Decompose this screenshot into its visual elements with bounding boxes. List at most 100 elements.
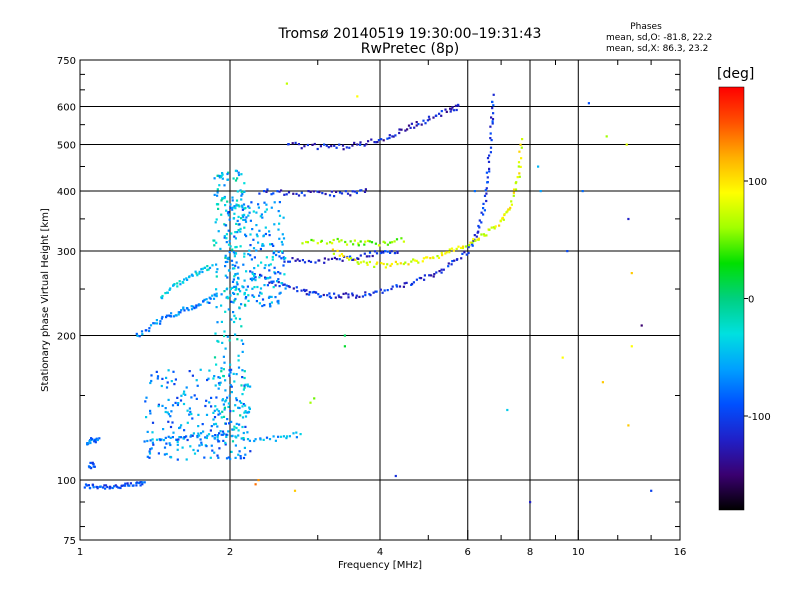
cluster-point [242,215,245,218]
cluster-point [223,235,226,238]
trace-point [146,439,149,443]
cluster-point [221,177,224,180]
cluster-point [220,174,223,177]
trace-point [335,146,338,149]
trace-point [309,260,313,263]
scatter-point [343,345,346,348]
cluster-point [277,271,280,274]
cluster-point [217,413,220,416]
cluster-point [148,452,152,455]
trace-point [342,148,345,151]
cluster-point [223,406,226,409]
cluster-point [240,204,244,207]
cluster-point [240,198,243,201]
trace-point [242,438,245,441]
cluster-point [227,308,230,311]
cluster-point [217,456,220,459]
cluster-point [228,251,231,254]
trace-point [135,484,138,487]
trace-point [512,194,515,197]
trace-point [165,316,168,319]
trace-point [287,143,290,146]
trace-point [502,218,505,221]
cluster-point [228,240,231,243]
trace-point [305,293,308,296]
cluster-point [188,370,191,373]
cluster-point [249,254,252,257]
cluster-point [174,401,177,404]
cluster-point [222,433,225,436]
scatter-point [529,501,532,504]
cluster-point [233,292,236,295]
trace-point [491,122,494,125]
cluster-point [240,339,243,342]
trace-point [262,438,265,441]
trace-point [189,435,192,438]
trace-point [418,276,421,280]
cluster-point [148,450,151,453]
cluster-point [206,378,209,382]
trace-point [357,242,360,245]
x-tick-label: 1 [77,547,83,558]
trace-point [359,141,362,144]
cluster-point [183,436,186,439]
cluster-point [280,240,283,244]
trace-point [303,145,306,148]
cluster-point [224,265,227,268]
y-tick-label: 600 [57,103,76,114]
cluster-point [237,215,240,218]
trace-point [493,227,496,230]
trace-point [140,330,144,333]
cluster-point [224,443,227,446]
trace-point [342,254,345,258]
cluster-point [223,334,226,338]
trace-point [318,295,321,298]
cluster-point [262,234,265,237]
cluster-point [237,354,240,357]
trace-point [486,157,490,160]
trace-point [265,190,268,193]
trace-point [170,315,173,318]
trace-point [176,282,179,285]
trace-point [161,297,164,300]
cluster-point [208,401,211,404]
trace-point [477,237,480,240]
trace-point [333,195,336,198]
trace-point [311,143,314,146]
cluster-point [244,297,247,300]
cluster-point [167,413,170,416]
cluster-point [186,409,189,412]
trace-point [185,435,188,438]
cluster-point [277,302,280,305]
trace-point [296,258,299,261]
cluster-point [224,254,227,257]
cluster-point [267,276,270,280]
trace-point [351,292,354,295]
trace-point [346,192,350,195]
trace-point [347,296,350,299]
cluster-point [213,375,216,378]
cluster-point [274,272,277,275]
trace-point [355,294,358,297]
trace-point [478,226,481,229]
cluster-point [192,448,195,452]
trace-point [183,278,186,281]
cluster-point [230,300,233,303]
cluster-point [231,199,234,202]
trace-point [411,282,414,286]
cluster-point [160,384,163,388]
trace-point [464,245,468,248]
cluster-point [261,298,265,301]
trace-point [402,262,405,266]
trace-point [328,295,331,298]
cluster-point [225,433,228,436]
trace-point [422,119,425,122]
cluster-point [242,263,245,266]
trace-point [295,436,298,439]
trace-point [124,484,127,487]
cluster-point [255,249,258,252]
cluster-point [241,285,244,288]
cluster-point [253,267,256,270]
cluster-point [237,266,240,269]
trace-point [338,258,341,261]
